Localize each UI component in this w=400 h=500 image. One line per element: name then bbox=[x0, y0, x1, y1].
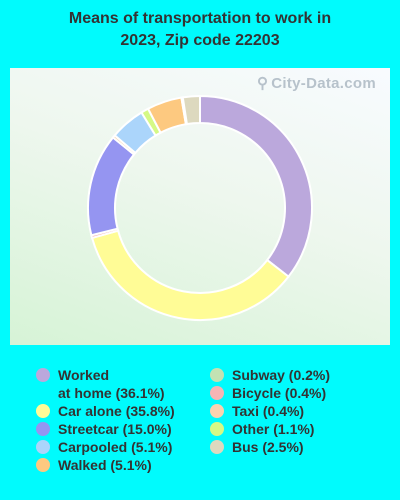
legend-item-taxi: Taxi (0.4%) bbox=[210, 402, 304, 420]
legend-label-line: Subway (0.2%) bbox=[232, 367, 331, 383]
legend-swatch bbox=[210, 386, 224, 400]
legend-label: Carpooled (5.1%) bbox=[58, 438, 172, 456]
legend-item-bus: Bus (2.5%) bbox=[210, 438, 304, 456]
legend-label: Worked at home (36.1%) bbox=[58, 366, 165, 402]
legend-label: Taxi (0.4%) bbox=[232, 402, 304, 420]
legend-label: Bus (2.5%) bbox=[232, 438, 304, 456]
legend-label: Walked (5.1%) bbox=[58, 456, 152, 474]
legend-label: Car alone (35.8%) bbox=[58, 402, 175, 420]
legend-swatch bbox=[36, 440, 50, 454]
legend-swatch bbox=[36, 404, 50, 418]
legend-swatch bbox=[36, 368, 50, 382]
legend-label-line: Bicycle (0.4%) bbox=[232, 385, 327, 401]
legend-swatch bbox=[36, 458, 50, 472]
legend-item-car-alone: Car alone (35.8%) bbox=[36, 402, 175, 420]
legend-item-carpooled: Carpooled (5.1%) bbox=[36, 438, 172, 456]
legend-label-line: Worked bbox=[58, 367, 110, 383]
legend-label-line: Car alone (35.8%) bbox=[58, 403, 175, 419]
legend-label-line: Taxi (0.4%) bbox=[232, 403, 305, 419]
legend-label-line: Streetcar (15.0%) bbox=[58, 421, 172, 437]
slice-bus bbox=[181, 94, 201, 126]
chart-legend: Worked at home (36.1%) Car alone (35.8%) St… bbox=[36, 366, 396, 496]
legend-swatch bbox=[36, 422, 50, 436]
legend-label: Other (1.1%) bbox=[232, 420, 314, 438]
slice-worked-at-home bbox=[199, 94, 313, 279]
legend-item-bicycle: Bicycle (0.4%) bbox=[210, 384, 326, 402]
chart-title-line-2: 2023, Zip code 22203 bbox=[120, 32, 280, 49]
legend-label-line: Bus (2.5%) bbox=[232, 439, 304, 455]
legend-label-line: Other (1.1%) bbox=[232, 421, 315, 437]
legend-item-streetcar: Streetcar (15.0%) bbox=[36, 420, 172, 438]
legend-swatch bbox=[210, 440, 224, 454]
watermark-text: City-Data.com bbox=[271, 75, 376, 92]
legend-label: Subway (0.2%) bbox=[232, 366, 330, 384]
chart-title-line-1: Means of transportation to work in bbox=[68, 10, 332, 27]
slice-car-alone bbox=[90, 229, 290, 321]
legend-swatch bbox=[210, 422, 224, 436]
legend-label-line: Carpooled (5.1%) bbox=[58, 439, 173, 455]
legend-label: Streetcar (15.0%) bbox=[58, 420, 172, 438]
legend-label-line: at home (36.1%) bbox=[58, 385, 165, 401]
donut-chart bbox=[87, 94, 313, 321]
legend-label-line: Walked (5.1%) bbox=[58, 457, 152, 473]
legend-item-walked: Walked (5.1%) bbox=[36, 456, 152, 474]
chart-plot-area: ⚲ City-Data.com bbox=[10, 68, 390, 345]
legend-item-worked-at-home: Worked at home (36.1%) bbox=[36, 366, 165, 402]
legend-swatch bbox=[210, 404, 224, 418]
legend-swatch bbox=[210, 368, 224, 382]
legend-item-subway: Subway (0.2%) bbox=[210, 366, 330, 384]
magnifier-icon: ⚲ bbox=[256, 75, 269, 92]
watermark: ⚲ City-Data.com bbox=[257, 74, 376, 92]
legend-item-other: Other (1.1%) bbox=[210, 420, 314, 438]
slice-streetcar bbox=[87, 136, 136, 237]
chart-title: Means of transportation to work in 2023,… bbox=[0, 8, 400, 52]
legend-label: Bicycle (0.4%) bbox=[232, 384, 326, 402]
